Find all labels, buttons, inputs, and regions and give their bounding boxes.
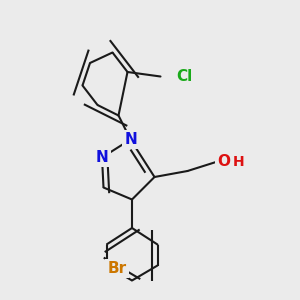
Text: Cl: Cl <box>176 69 193 84</box>
Text: H: H <box>233 155 244 169</box>
Text: N: N <box>124 132 137 147</box>
Text: N: N <box>96 150 108 165</box>
Text: Br: Br <box>107 261 127 276</box>
Text: O: O <box>217 154 230 169</box>
